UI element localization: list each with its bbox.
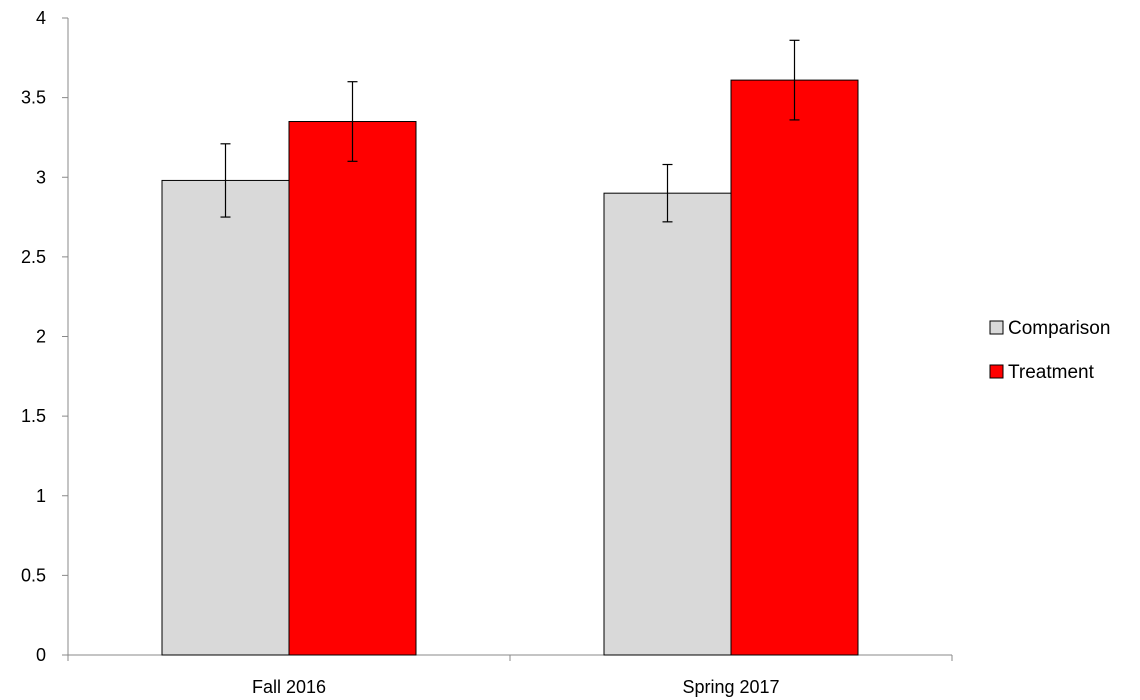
legend-swatch [989, 364, 1004, 379]
bar-treatment [730, 79, 859, 656]
y-tick-label: 4 [36, 8, 46, 28]
y-tick-label: 1 [36, 486, 46, 506]
y-tick-label: 1.5 [21, 406, 46, 426]
bar-comparison [161, 179, 290, 656]
legend-label: Comparison [1008, 318, 1110, 339]
legend-swatch [989, 320, 1004, 335]
y-tick-label: 3 [36, 167, 46, 187]
error-bars [220, 39, 800, 223]
y-tick-label: 2 [36, 327, 46, 347]
x-tick-label: Spring 2017 [682, 677, 779, 697]
legend: Comparison Treatment [989, 318, 1110, 383]
y-tick-label: 0.5 [21, 565, 46, 585]
legend-label: Treatment [1008, 362, 1095, 383]
y-tick-label: 2.5 [21, 247, 46, 267]
y-tick-label: 3.5 [21, 88, 46, 108]
bar-comparison [603, 192, 732, 656]
x-tick-label: Fall 2016 [252, 677, 326, 697]
bars [161, 79, 859, 656]
bar-treatment [288, 121, 417, 656]
tick-labels: 0 0.5 1 1.5 2 2.5 3 3.5 4 Fall 2016 Spring 2017 [21, 8, 780, 697]
y-tick-label: 0 [36, 645, 46, 665]
